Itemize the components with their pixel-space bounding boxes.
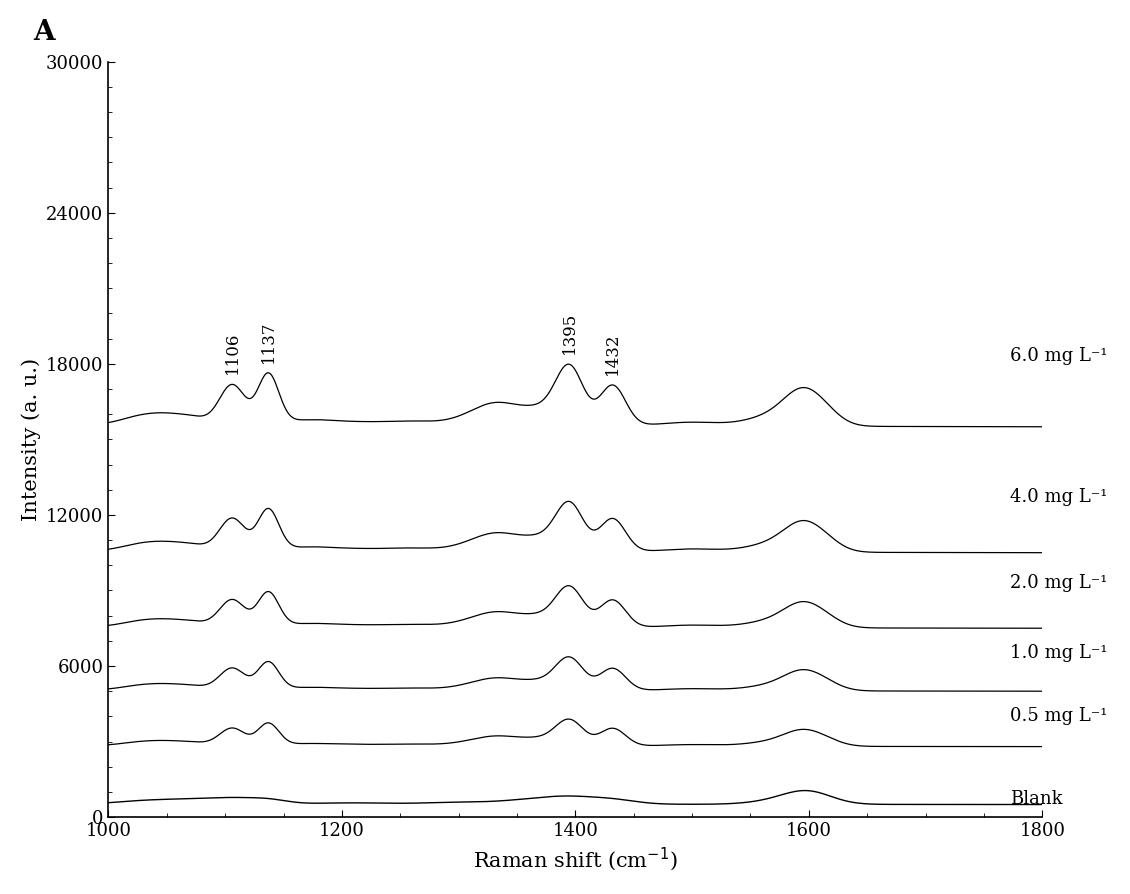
Text: 2.0 mg L⁻¹: 2.0 mg L⁻¹ — [1009, 574, 1107, 592]
Text: 1395: 1395 — [560, 312, 579, 354]
Text: 1432: 1432 — [605, 333, 622, 375]
Text: 1137: 1137 — [260, 320, 277, 363]
Text: 4.0 mg L⁻¹: 4.0 mg L⁻¹ — [1009, 488, 1107, 506]
Text: 0.5 mg L⁻¹: 0.5 mg L⁻¹ — [1009, 707, 1107, 725]
Text: Blank: Blank — [1009, 790, 1062, 808]
Text: 6.0 mg L⁻¹: 6.0 mg L⁻¹ — [1009, 347, 1107, 366]
X-axis label: Raman shift (cm$^{-1}$): Raman shift (cm$^{-1}$) — [473, 846, 678, 873]
Text: A: A — [34, 20, 55, 46]
Text: 1106: 1106 — [224, 332, 241, 375]
Y-axis label: Intensity (a. u.): Intensity (a. u.) — [20, 358, 41, 521]
Text: 1.0 mg L⁻¹: 1.0 mg L⁻¹ — [1009, 645, 1107, 662]
